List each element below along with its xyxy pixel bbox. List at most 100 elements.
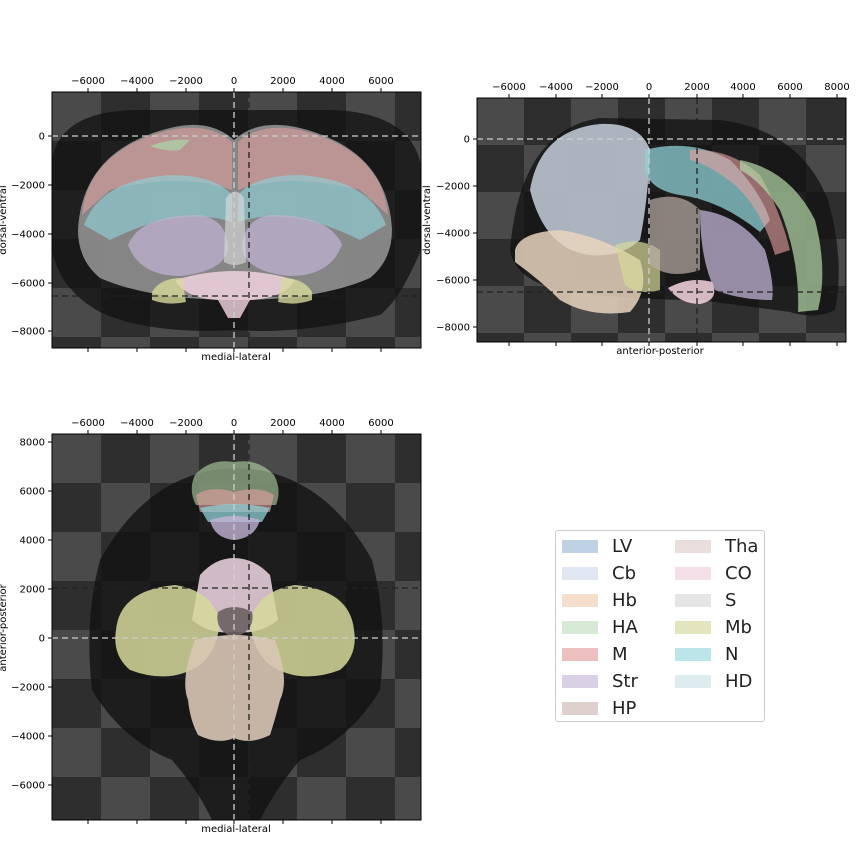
horizontal-region-Str-top <box>210 516 260 540</box>
legend-swatch <box>562 674 598 688</box>
y-tick-label: −8000 <box>436 323 470 334</box>
legend-swatch <box>562 620 598 634</box>
horizontal-ylabel: anterior-posterior <box>0 583 9 671</box>
x-tick-label: −4000 <box>539 82 573 93</box>
legend-swatch <box>675 539 711 553</box>
horizontal-frame <box>51 433 422 821</box>
legend-item: HP <box>562 697 636 719</box>
x-tick-label: 0 <box>231 418 237 429</box>
sagittal-region-N <box>645 145 770 232</box>
coronal-region-Mb-right <box>278 278 312 304</box>
y-tick-label: 0 <box>39 132 45 143</box>
legend-label: Tha <box>725 535 759 557</box>
legend-label: LV <box>612 535 633 557</box>
coronal-ylabel: dorsal-ventral <box>0 185 9 254</box>
legend-item: LV <box>562 535 632 557</box>
legend-item: Tha <box>675 535 758 557</box>
legend-swatch <box>675 647 711 661</box>
coronal-region-HA <box>150 139 190 151</box>
sagittal-ylabel: dorsal-ventral <box>422 185 433 254</box>
y-tick-label: −2000 <box>11 683 45 694</box>
x-tick-label: −6000 <box>71 76 105 87</box>
legend-item: HA <box>562 616 638 638</box>
legend-label: Mb <box>725 616 752 638</box>
y-tick-label: −4000 <box>436 229 470 240</box>
y-tick-label: −8000 <box>11 327 45 338</box>
coronal-region-N-right <box>238 175 386 240</box>
legend-item: HD <box>675 670 752 692</box>
x-tick-label: −2000 <box>169 418 203 429</box>
legend-label: HA <box>612 616 638 638</box>
legend-label: N <box>725 643 739 665</box>
x-tick-label: 2000 <box>684 82 709 93</box>
legend-item: N <box>675 643 738 665</box>
y-tick-label: 0 <box>39 634 45 645</box>
x-tick-label: 6000 <box>368 418 393 429</box>
x-tick-label: 2000 <box>270 418 295 429</box>
sagittal-panel: −6000 −4000 −2000 0 2000 4000 6000 8000 0 −2000 −4… <box>422 82 850 357</box>
y-tick-label: −6000 <box>436 276 470 287</box>
coronal-region-Str-right <box>242 215 342 276</box>
x-tick-label: 4000 <box>319 76 344 87</box>
sagittal-region-HA <box>740 160 823 312</box>
x-tick-label: −4000 <box>120 418 154 429</box>
legend-swatch <box>562 566 598 580</box>
legend-swatch <box>675 620 711 634</box>
coronal-region-N <box>84 175 232 240</box>
x-tick-label: 4000 <box>319 418 344 429</box>
sagittal-region-M <box>690 149 790 255</box>
coronal-xlabel: medial-lateral <box>201 352 271 363</box>
horizontal-region-Tha <box>217 607 253 638</box>
y-tick-label: −6000 <box>11 781 45 792</box>
sagittal-region-Tha <box>650 196 700 274</box>
x-tick-label: 2000 <box>270 76 295 87</box>
sagittal-axes: −6000 −4000 −2000 0 2000 4000 6000 8000 0 −2000 −4… <box>436 82 850 346</box>
legend-label: Str <box>612 670 638 692</box>
legend-swatch <box>562 539 598 553</box>
legend: LV Cb Hb HA M Str HP Tha CO S Mb N HD <box>555 530 765 722</box>
y-tick-label: 2000 <box>20 585 45 596</box>
x-tick-label: −2000 <box>585 82 619 93</box>
x-tick-label: −4000 <box>120 76 154 87</box>
legend-label: S <box>725 589 737 611</box>
legend-label: Cb <box>612 562 636 584</box>
legend-swatch <box>675 593 711 607</box>
coronal-region-CO <box>175 271 295 318</box>
legend-item: Str <box>562 670 638 692</box>
legend-item: Hb <box>562 589 637 611</box>
y-tick-label: −4000 <box>11 230 45 241</box>
legend-label: Hb <box>612 589 637 611</box>
legend-swatch <box>562 701 598 715</box>
legend-swatch <box>562 647 598 661</box>
x-tick-label: 6000 <box>368 76 393 87</box>
x-tick-label: −6000 <box>492 82 526 93</box>
legend-swatch <box>675 674 711 688</box>
sagittal-region-Str <box>700 210 773 300</box>
y-tick-label: 0 <box>464 135 470 146</box>
legend-item: Cb <box>562 562 636 584</box>
sagittal-region-Cb <box>530 123 650 256</box>
y-tick-label: 4000 <box>20 536 45 547</box>
horizontal-xlabel: medial-lateral <box>201 824 271 835</box>
coronal-frame <box>51 91 422 349</box>
y-tick-label: −2000 <box>436 182 470 193</box>
legend-label: HD <box>725 670 753 692</box>
legend-label: M <box>612 643 628 665</box>
legend-label: HP <box>612 697 637 719</box>
coronal-region-M <box>82 127 232 215</box>
coronal-region-S <box>224 191 246 265</box>
x-tick-label: 8000 <box>824 82 849 93</box>
y-tick-label: −4000 <box>11 732 45 743</box>
coronal-panel: −6000 −4000 −2000 0 2000 4000 6000 0 −2000 −4000 −… <box>0 76 422 363</box>
coronal-region-M-right <box>238 127 388 215</box>
legend-item: CO <box>675 562 752 584</box>
coronal-axes: −6000 −4000 −2000 0 2000 4000 6000 0 −2000 −4000 −… <box>11 76 394 352</box>
legend-label: CO <box>725 562 752 584</box>
sagittal-frame <box>476 97 847 343</box>
y-tick-label: 6000 <box>20 487 45 498</box>
x-tick-label: 0 <box>646 82 652 93</box>
horizontal-region-N-top <box>200 504 270 522</box>
y-tick-label: 8000 <box>20 438 45 449</box>
coronal-region-Mb <box>152 278 186 304</box>
